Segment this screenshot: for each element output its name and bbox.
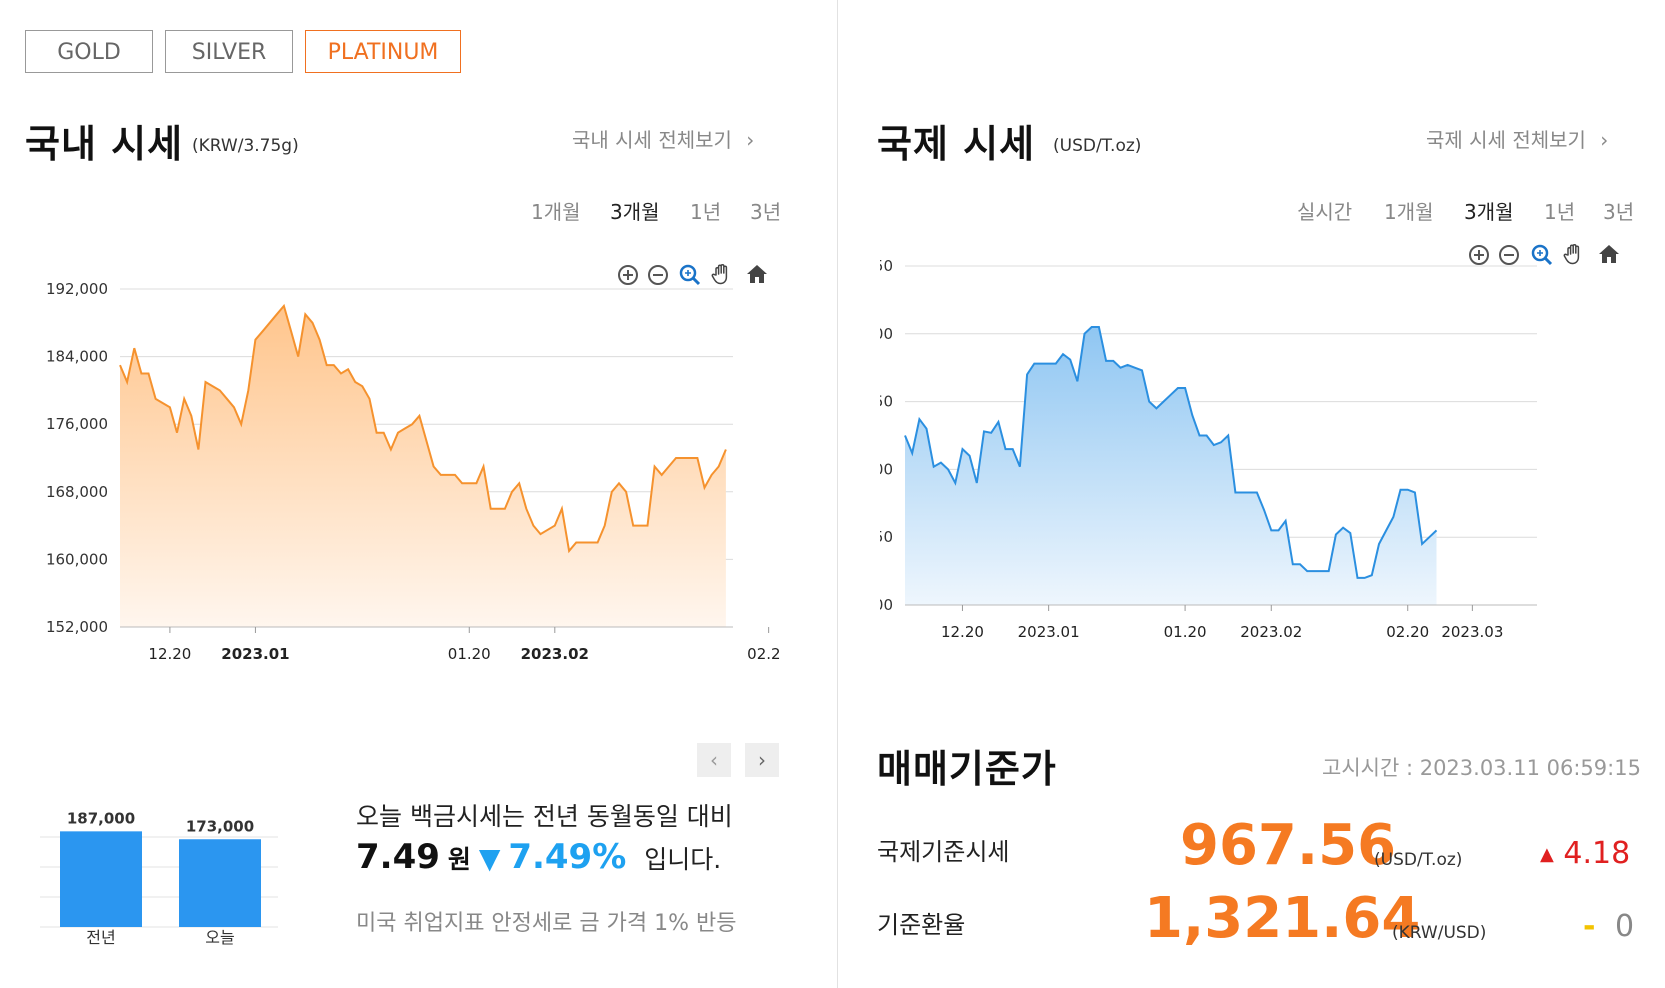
home-icon[interactable] xyxy=(1597,242,1621,266)
y-tick-label: 1,100 xyxy=(880,325,893,343)
international-period-3y[interactable]: 3년 xyxy=(1603,200,1635,224)
international-title: 국제 시세 xyxy=(877,122,1036,166)
series-area xyxy=(120,305,726,627)
zoom-in-icon[interactable] xyxy=(1467,243,1491,267)
up-triangle-icon: ▲ xyxy=(1540,844,1554,865)
fx-rate-change: - 0 xyxy=(1583,909,1634,944)
bar-category-label: 전년 xyxy=(86,928,115,945)
y-tick-label: 950 xyxy=(880,528,893,546)
domestic-period-3m[interactable]: 3개월 xyxy=(610,200,660,224)
chevron-right-icon: › xyxy=(1600,128,1609,152)
magnifier-icon[interactable] xyxy=(678,263,702,287)
international-period-1y[interactable]: 1년 xyxy=(1544,200,1576,224)
intl-base-change: ▲ 4.18 xyxy=(1540,836,1630,871)
comparison-text: 오늘 백금시세는 전년 동월동일 대비 xyxy=(356,802,733,831)
international-period-3m[interactable]: 3개월 xyxy=(1464,200,1514,224)
y-tick-label: 168,000 xyxy=(46,483,108,501)
tab-platinum[interactable]: PLATINUM xyxy=(305,30,461,73)
magnifier-icon[interactable] xyxy=(1530,243,1554,267)
y-tick-label: 184,000 xyxy=(46,348,108,366)
comparison-bar xyxy=(60,831,142,927)
x-tick-label: 01.20 xyxy=(1164,623,1207,641)
domestic-period-1y[interactable]: 1년 xyxy=(690,200,722,224)
y-tick-label: 1,150 xyxy=(880,260,893,275)
domestic-title: 국내 시세 xyxy=(25,122,184,166)
down-arrow-icon: ▼ xyxy=(478,842,501,875)
y-tick-label: 1,000 xyxy=(880,460,893,478)
bar-value-label: 173,000 xyxy=(186,817,254,835)
y-tick-label: 176,000 xyxy=(46,415,108,433)
domestic-price-chart[interactable]: 192,000 184,000 176,000 168,000 160,000 152,0… xyxy=(40,280,780,700)
y-tick-label: 192,000 xyxy=(46,280,108,298)
hand-icon[interactable] xyxy=(710,262,734,286)
y-tick-label: 900 xyxy=(880,596,893,614)
comparison-diff: 7.49 원 ▼ 7.49% 입니다. xyxy=(356,837,721,877)
flat-dash-icon: - xyxy=(1583,909,1596,944)
zoom-in-icon[interactable] xyxy=(616,263,640,287)
fx-rate-change-value: 0 xyxy=(1615,909,1635,944)
intl-base-value: 967.56 xyxy=(1180,813,1397,878)
hand-icon[interactable] xyxy=(1562,242,1586,266)
year-comparison-chart: 187,000 전년 173,000 오늘 xyxy=(40,809,278,945)
y-tick-label: 160,000 xyxy=(46,550,108,568)
series-line xyxy=(119,303,727,554)
international-more-label: 국제 시세 전체보기 xyxy=(1426,128,1586,152)
x-tick-label: 2023.01 xyxy=(1018,623,1080,641)
prev-news-button[interactable]: ‹ xyxy=(697,743,731,777)
international-period-realtime[interactable]: 실시간 xyxy=(1297,200,1353,224)
bar-value-label: 187,000 xyxy=(67,809,135,827)
diff-suffix: 입니다. xyxy=(644,845,722,874)
home-icon[interactable] xyxy=(745,262,769,286)
tab-gold[interactable]: GOLD xyxy=(25,30,153,73)
x-tick-label: 01.20 xyxy=(448,645,491,663)
x-tick-label: 2023.02 xyxy=(521,645,589,663)
base-price-title: 매매기준가 xyxy=(877,747,1057,791)
notice-time: 고시시간 : 2023.03.11 06:59:15 xyxy=(1322,756,1641,780)
tab-silver[interactable]: SILVER xyxy=(165,30,293,73)
x-tick-label: 12.20 xyxy=(148,645,191,663)
international-unit: (USD/T.oz) xyxy=(1053,136,1142,156)
bar-category-label: 오늘 xyxy=(205,928,234,945)
international-more-link[interactable]: 국제 시세 전체보기 › xyxy=(1426,124,1608,153)
zoom-out-icon[interactable] xyxy=(1497,243,1521,267)
chevron-right-icon: › xyxy=(746,128,755,152)
y-tick-label: 1,050 xyxy=(880,393,893,411)
comparison-bar xyxy=(179,839,261,927)
x-tick-label: 02.20 xyxy=(1386,623,1429,641)
news-headline[interactable]: 미국 취업지표 안정세로 금 가격 1% 반등 xyxy=(356,911,737,936)
y-tick-label: 152,000 xyxy=(46,618,108,636)
international-price-chart[interactable]: 1,150 1,100 1,050 1,000 950 900 12.20 2023.01 01… xyxy=(880,260,1650,690)
diff-value: 7.49 xyxy=(356,837,440,877)
domestic-more-link[interactable]: 국내 시세 전체보기 › xyxy=(572,124,754,153)
fx-rate-label: 기준환율 xyxy=(877,911,966,939)
domestic-period-3y[interactable]: 3년 xyxy=(750,200,782,224)
diff-unit: 원 xyxy=(447,845,471,874)
series-area xyxy=(905,327,1437,605)
diff-percent: 7.49% xyxy=(508,837,627,877)
zoom-out-icon[interactable] xyxy=(646,263,670,287)
x-tick-label: 02.20 xyxy=(747,645,780,663)
intl-base-unit: (USD/T.oz) xyxy=(1374,850,1463,870)
international-period-1m[interactable]: 1개월 xyxy=(1384,200,1434,224)
next-news-button[interactable]: › xyxy=(745,743,779,777)
x-tick-label: 2023.01 xyxy=(221,645,289,663)
intl-base-change-value: 4.18 xyxy=(1563,836,1631,871)
x-tick-label: 2023.03 xyxy=(1441,623,1503,641)
domestic-more-label: 국내 시세 전체보기 xyxy=(572,128,732,152)
domestic-unit: (KRW/3.75g) xyxy=(192,136,299,156)
domestic-period-1m[interactable]: 1개월 xyxy=(531,200,581,224)
intl-base-label: 국제기준시세 xyxy=(877,838,1010,866)
fx-rate-value: 1,321.64 xyxy=(1144,886,1421,951)
series-line xyxy=(904,326,1438,579)
panel-divider xyxy=(837,0,838,988)
x-tick-label: 12.20 xyxy=(941,623,984,641)
fx-rate-unit: (KRW/USD) xyxy=(1392,923,1487,943)
x-tick-label: 2023.02 xyxy=(1240,623,1302,641)
